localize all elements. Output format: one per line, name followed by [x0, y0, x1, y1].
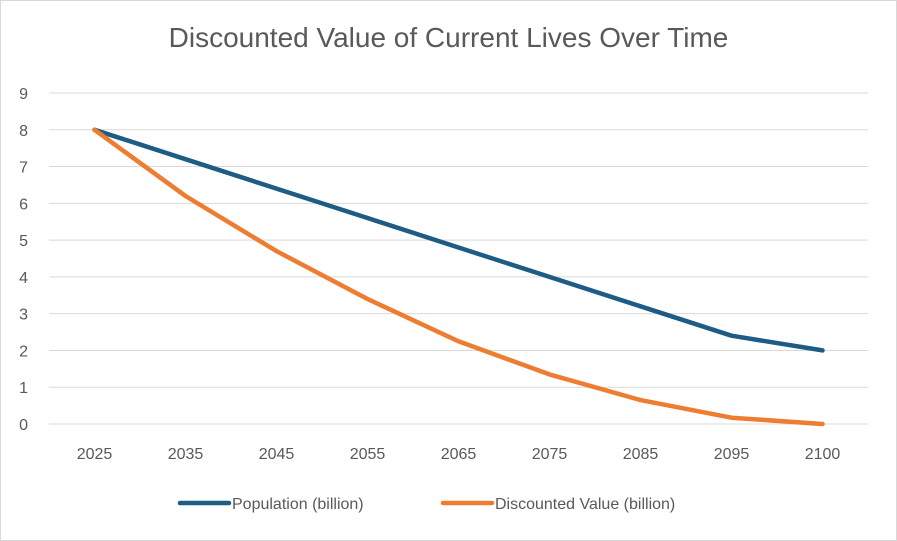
y-tick-label: 7: [19, 160, 28, 177]
x-tick-label: 2055: [350, 446, 386, 463]
x-tick-label: 2065: [441, 446, 477, 463]
legend: Population (billion) Discounted Value (bi…: [177, 496, 675, 513]
series-line-2: [92, 127, 825, 427]
x-tick-label: 2085: [623, 446, 659, 463]
x-tick-label: 2025: [77, 446, 113, 463]
y-tick-label: 3: [19, 307, 28, 324]
y-tick-label: 6: [19, 196, 28, 213]
legend-label-1: Population (billion): [232, 496, 364, 513]
legend-label-2: Discounted Value (billion): [495, 496, 675, 513]
y-tick-label: 2: [19, 343, 28, 360]
series-lines: [92, 127, 825, 427]
x-tick-label: 2035: [168, 446, 204, 463]
y-axis-ticks: 0 1 2 3 4 5 6 7 8 9: [19, 86, 28, 434]
y-tick-label: 4: [19, 270, 28, 287]
x-tick-label: 2045: [259, 446, 295, 463]
y-tick-label: 0: [19, 417, 28, 434]
y-tick-label: 8: [19, 123, 28, 140]
y-tick-label: 1: [19, 380, 28, 397]
y-tick-label: 5: [19, 233, 28, 250]
x-axis-ticks: 2025 2035 2045 2055 2065 2075 2085 2095 2100: [77, 446, 841, 463]
x-tick-label: 2095: [714, 446, 750, 463]
chart-title: Discounted Value of Current Lives Over T…: [168, 22, 729, 53]
x-tick-label: 2075: [532, 446, 568, 463]
x-tick-label: 2100: [805, 446, 841, 463]
gridlines: [49, 92, 868, 425]
series-line-1: [92, 127, 825, 353]
y-tick-label: 9: [19, 86, 28, 103]
